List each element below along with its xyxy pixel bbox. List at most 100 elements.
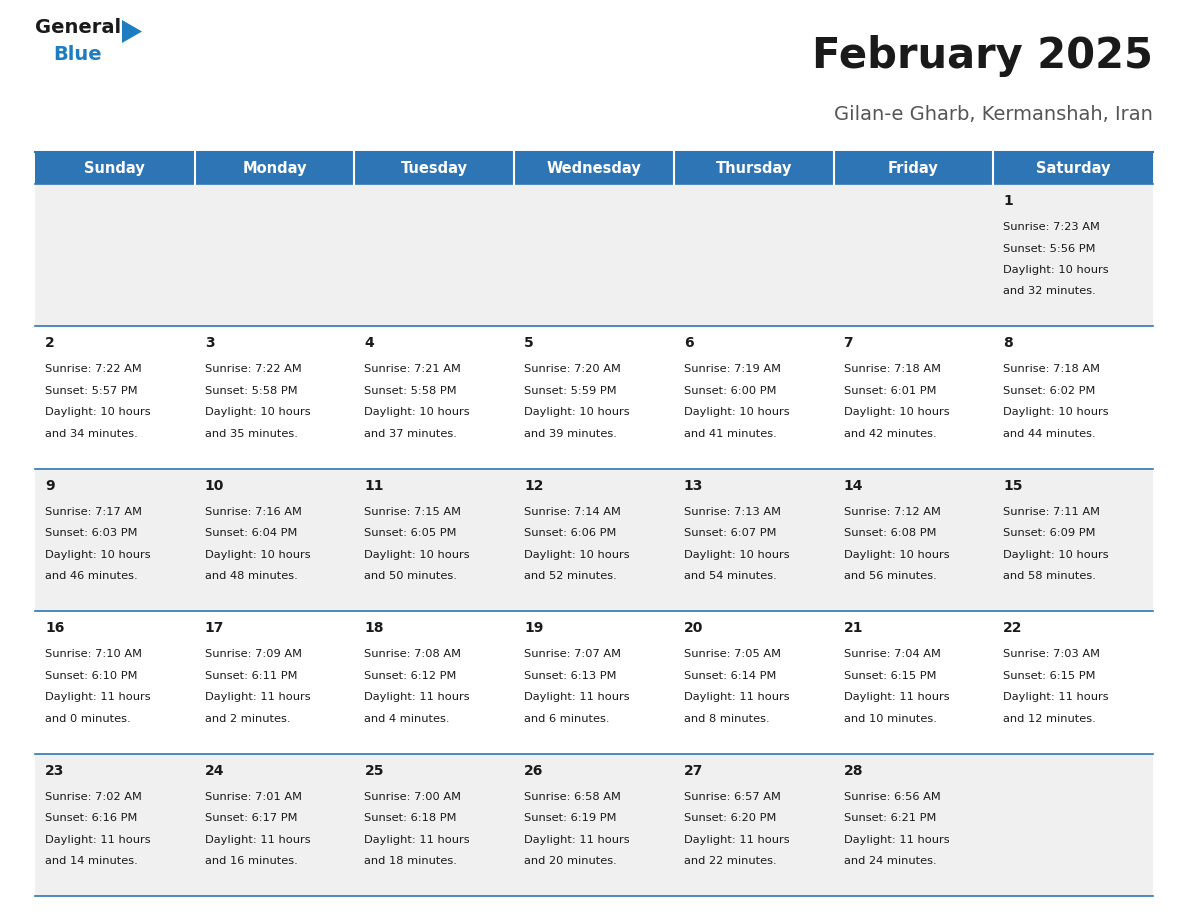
Text: Sunrise: 7:07 AM: Sunrise: 7:07 AM (524, 649, 621, 659)
Text: 5: 5 (524, 336, 533, 351)
Bar (834, 184, 993, 327)
Bar (834, 754, 993, 896)
Text: Daylight: 11 hours: Daylight: 11 hours (365, 692, 470, 702)
Text: 24: 24 (204, 764, 225, 778)
Text: Sunset: 5:57 PM: Sunset: 5:57 PM (45, 386, 138, 396)
Text: Saturday: Saturday (1036, 161, 1111, 175)
Bar (195, 184, 354, 327)
Text: and 46 minutes.: and 46 minutes. (45, 571, 138, 581)
Text: Sunset: 6:17 PM: Sunset: 6:17 PM (204, 813, 297, 823)
Text: and 4 minutes.: and 4 minutes. (365, 713, 450, 723)
Bar (195, 469, 354, 611)
Bar (993, 611, 1154, 754)
Text: Friday: Friday (889, 161, 939, 175)
Bar (34, 184, 195, 327)
Text: Sunrise: 7:00 AM: Sunrise: 7:00 AM (365, 791, 461, 801)
Bar (354, 152, 514, 184)
Text: 18: 18 (365, 621, 384, 635)
Text: Sunrise: 7:13 AM: Sunrise: 7:13 AM (684, 507, 781, 517)
Text: and 39 minutes.: and 39 minutes. (524, 429, 617, 439)
Text: Blue: Blue (53, 45, 102, 64)
Text: and 44 minutes.: and 44 minutes. (1004, 429, 1095, 439)
Text: Sunset: 6:03 PM: Sunset: 6:03 PM (45, 528, 138, 538)
Bar (514, 184, 674, 327)
Text: Daylight: 10 hours: Daylight: 10 hours (843, 408, 949, 418)
Text: Sunset: 6:04 PM: Sunset: 6:04 PM (204, 528, 297, 538)
Text: Sunset: 6:11 PM: Sunset: 6:11 PM (204, 671, 297, 681)
Text: Sunrise: 7:22 AM: Sunrise: 7:22 AM (45, 364, 141, 375)
Bar (34, 152, 195, 184)
Bar (993, 754, 1154, 896)
Text: Sunrise: 7:19 AM: Sunrise: 7:19 AM (684, 364, 781, 375)
Text: Sunset: 6:21 PM: Sunset: 6:21 PM (843, 813, 936, 823)
Text: 12: 12 (524, 479, 544, 493)
Text: Sunset: 6:15 PM: Sunset: 6:15 PM (1004, 671, 1095, 681)
Text: 27: 27 (684, 764, 703, 778)
Text: and 32 minutes.: and 32 minutes. (1004, 286, 1097, 297)
Bar (834, 327, 993, 469)
Text: Daylight: 10 hours: Daylight: 10 hours (45, 550, 151, 560)
Text: Daylight: 10 hours: Daylight: 10 hours (1004, 408, 1108, 418)
Bar (514, 469, 674, 611)
Text: Sunrise: 7:01 AM: Sunrise: 7:01 AM (204, 791, 302, 801)
Text: and 2 minutes.: and 2 minutes. (204, 713, 290, 723)
Text: Sunset: 6:06 PM: Sunset: 6:06 PM (524, 528, 617, 538)
Text: 25: 25 (365, 764, 384, 778)
Text: Sunrise: 6:56 AM: Sunrise: 6:56 AM (843, 791, 941, 801)
Text: Sunrise: 7:17 AM: Sunrise: 7:17 AM (45, 507, 143, 517)
Bar (354, 754, 514, 896)
Text: and 20 minutes.: and 20 minutes. (524, 856, 617, 866)
Text: 28: 28 (843, 764, 862, 778)
Text: Sunrise: 6:58 AM: Sunrise: 6:58 AM (524, 791, 621, 801)
Text: and 12 minutes.: and 12 minutes. (1004, 713, 1097, 723)
Text: 14: 14 (843, 479, 862, 493)
Polygon shape (122, 20, 143, 43)
Text: Sunset: 6:19 PM: Sunset: 6:19 PM (524, 813, 617, 823)
Text: Sunrise: 7:02 AM: Sunrise: 7:02 AM (45, 791, 141, 801)
Text: Sunset: 6:13 PM: Sunset: 6:13 PM (524, 671, 617, 681)
Text: Sunset: 6:08 PM: Sunset: 6:08 PM (843, 528, 936, 538)
Bar (354, 611, 514, 754)
Bar (514, 152, 674, 184)
Bar (195, 327, 354, 469)
Text: and 35 minutes.: and 35 minutes. (204, 429, 297, 439)
Text: Daylight: 11 hours: Daylight: 11 hours (204, 692, 310, 702)
Text: Sunrise: 6:57 AM: Sunrise: 6:57 AM (684, 791, 781, 801)
Text: Sunrise: 7:05 AM: Sunrise: 7:05 AM (684, 649, 781, 659)
Text: and 10 minutes.: and 10 minutes. (843, 713, 936, 723)
Text: Sunrise: 7:21 AM: Sunrise: 7:21 AM (365, 364, 461, 375)
Text: 17: 17 (204, 621, 225, 635)
Text: Sunday: Sunday (84, 161, 145, 175)
Text: 23: 23 (45, 764, 64, 778)
Bar (674, 754, 834, 896)
Text: 7: 7 (843, 336, 853, 351)
Text: 11: 11 (365, 479, 384, 493)
Text: Sunrise: 7:14 AM: Sunrise: 7:14 AM (524, 507, 621, 517)
Text: and 48 minutes.: and 48 minutes. (204, 571, 297, 581)
Text: Wednesday: Wednesday (546, 161, 642, 175)
Text: Daylight: 10 hours: Daylight: 10 hours (365, 408, 470, 418)
Text: and 58 minutes.: and 58 minutes. (1004, 571, 1097, 581)
Text: Thursday: Thursday (715, 161, 792, 175)
Text: Sunset: 5:58 PM: Sunset: 5:58 PM (365, 386, 457, 396)
Text: and 22 minutes.: and 22 minutes. (684, 856, 777, 866)
Bar (674, 184, 834, 327)
Bar (34, 327, 195, 469)
Bar (514, 611, 674, 754)
Text: Daylight: 11 hours: Daylight: 11 hours (524, 834, 630, 845)
Bar (993, 152, 1154, 184)
Text: Sunset: 6:14 PM: Sunset: 6:14 PM (684, 671, 776, 681)
Bar (354, 184, 514, 327)
Text: Daylight: 10 hours: Daylight: 10 hours (843, 550, 949, 560)
Text: 1: 1 (1004, 194, 1013, 208)
Text: and 6 minutes.: and 6 minutes. (524, 713, 609, 723)
Text: Sunrise: 7:03 AM: Sunrise: 7:03 AM (1004, 649, 1100, 659)
Text: Daylight: 10 hours: Daylight: 10 hours (204, 550, 310, 560)
Text: and 16 minutes.: and 16 minutes. (204, 856, 297, 866)
Text: and 50 minutes.: and 50 minutes. (365, 571, 457, 581)
Text: Daylight: 11 hours: Daylight: 11 hours (1004, 692, 1108, 702)
Text: and 18 minutes.: and 18 minutes. (365, 856, 457, 866)
Text: General: General (34, 18, 121, 37)
Text: February 2025: February 2025 (813, 35, 1154, 77)
Bar (834, 611, 993, 754)
